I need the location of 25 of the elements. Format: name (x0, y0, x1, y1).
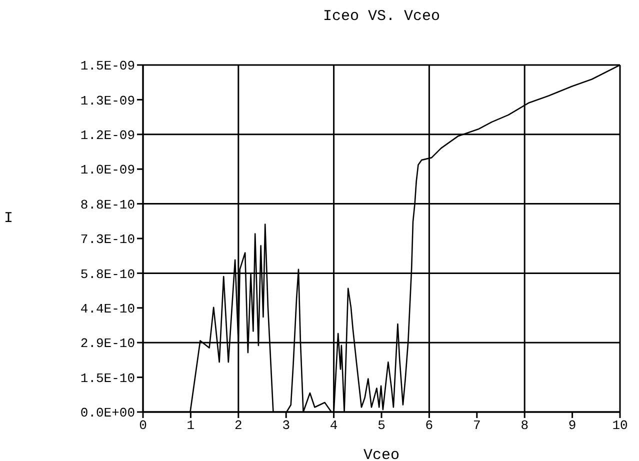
x-tick-label: 3 (282, 418, 290, 434)
x-tick-label: 5 (378, 418, 386, 434)
x-tick-label: 9 (568, 418, 576, 434)
x-tick-label: 2 (234, 418, 242, 434)
y-tick-label: 8.8E-10 (80, 197, 135, 212)
x-tick-label: 7 (472, 418, 481, 434)
x-tick-label: 0 (139, 418, 147, 434)
x-axis-title: Vceo (363, 447, 400, 461)
y-tick-label: 1.0E-09 (80, 162, 135, 178)
y-tick-label: 1.5E-10 (80, 370, 135, 386)
chart-title: Iceo VS. Vceo (322, 8, 442, 25)
y-axis-title: I (4, 210, 14, 227)
y-tick-label: 1.3E-09 (80, 93, 135, 108)
x-tick-label: 4 (330, 418, 338, 434)
x-tick-label: 8 (520, 418, 529, 434)
x-tick-label: 1 (186, 418, 195, 434)
x-tick-label: 10 (612, 418, 628, 434)
y-tick-label: 0.0E+00 (80, 406, 135, 421)
y-tick-label: 1.2E-09 (80, 128, 135, 144)
x-tick-label: 6 (425, 418, 434, 434)
y-tick-label: 7.3E-10 (80, 232, 135, 248)
y-tick-label: 2.9E-10 (80, 336, 135, 352)
y-tick-label: 4.4E-10 (80, 302, 135, 317)
y-tick-label: 1.5E-09 (80, 58, 135, 74)
y-tick-label: 5.8E-10 (80, 266, 135, 282)
